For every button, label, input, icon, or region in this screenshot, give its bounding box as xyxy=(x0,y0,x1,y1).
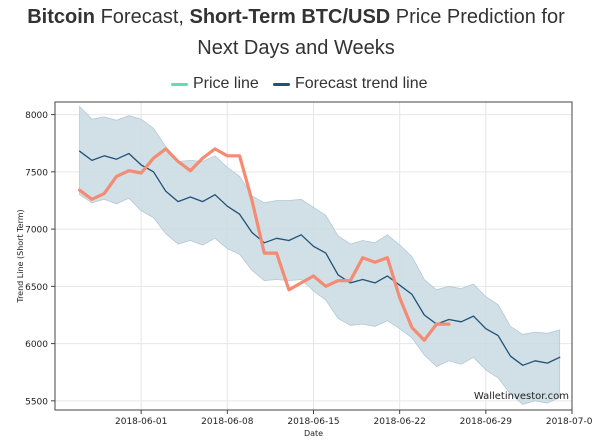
title-forecast: Forecast, xyxy=(95,6,190,28)
title-bitcoin: Bitcoin xyxy=(27,6,96,28)
title-pair: Short-Term BTC/USD xyxy=(189,6,391,28)
legend-swatch-price xyxy=(171,82,188,86)
legend-item-forecast[interactable]: Forecast trend line xyxy=(273,72,428,96)
title-price-prediction: Price Prediction for xyxy=(390,6,565,28)
legend-swatch-forecast xyxy=(273,82,290,86)
y-axis: 5500 6000 6500 7000 7500 8000 xyxy=(25,111,55,407)
chart-legend: Price line Forecast trend line xyxy=(0,72,592,96)
y-tick-label: 7500 xyxy=(25,168,48,178)
chart-title-line-1: Bitcoin Forecast, Short-Term BTC/USD Pri… xyxy=(0,2,592,32)
legend-item-price[interactable]: Price line xyxy=(171,72,259,96)
x-tick-label: 2018-06-08 xyxy=(201,417,254,427)
x-tick-label: 2018-06-01 xyxy=(115,417,167,427)
x-tick-label: 2018-06-22 xyxy=(374,417,426,427)
x-tick-label: 2018-06-29 xyxy=(460,417,513,427)
forecast-confidence-band xyxy=(79,105,561,405)
x-axis-label: Date xyxy=(304,429,323,438)
legend-label-forecast: Forecast trend line xyxy=(295,75,428,92)
y-tick-label: 8000 xyxy=(25,111,48,121)
y-axis-label: Trend Line (Short Term) xyxy=(16,209,25,303)
y-tick-label: 5500 xyxy=(25,397,48,407)
x-axis: 2018-06-01 2018-06-08 2018-06-15 2018-06-22… xyxy=(115,410,592,427)
forecast-trend-line xyxy=(78,150,561,366)
y-tick-label: 6500 xyxy=(25,283,48,293)
chart-title-line-2: Next Days and Weeks xyxy=(197,37,395,59)
x-tick-label: 2018-07-06 xyxy=(546,417,592,427)
y-tick-label: 7000 xyxy=(25,226,48,236)
price-line xyxy=(77,147,451,342)
y-tick-label: 6000 xyxy=(25,340,48,350)
x-tick-label: 2018-06-15 xyxy=(287,417,339,427)
watermark-text: Walletinvestor.com xyxy=(474,391,569,402)
legend-label-price: Price line xyxy=(193,75,259,92)
